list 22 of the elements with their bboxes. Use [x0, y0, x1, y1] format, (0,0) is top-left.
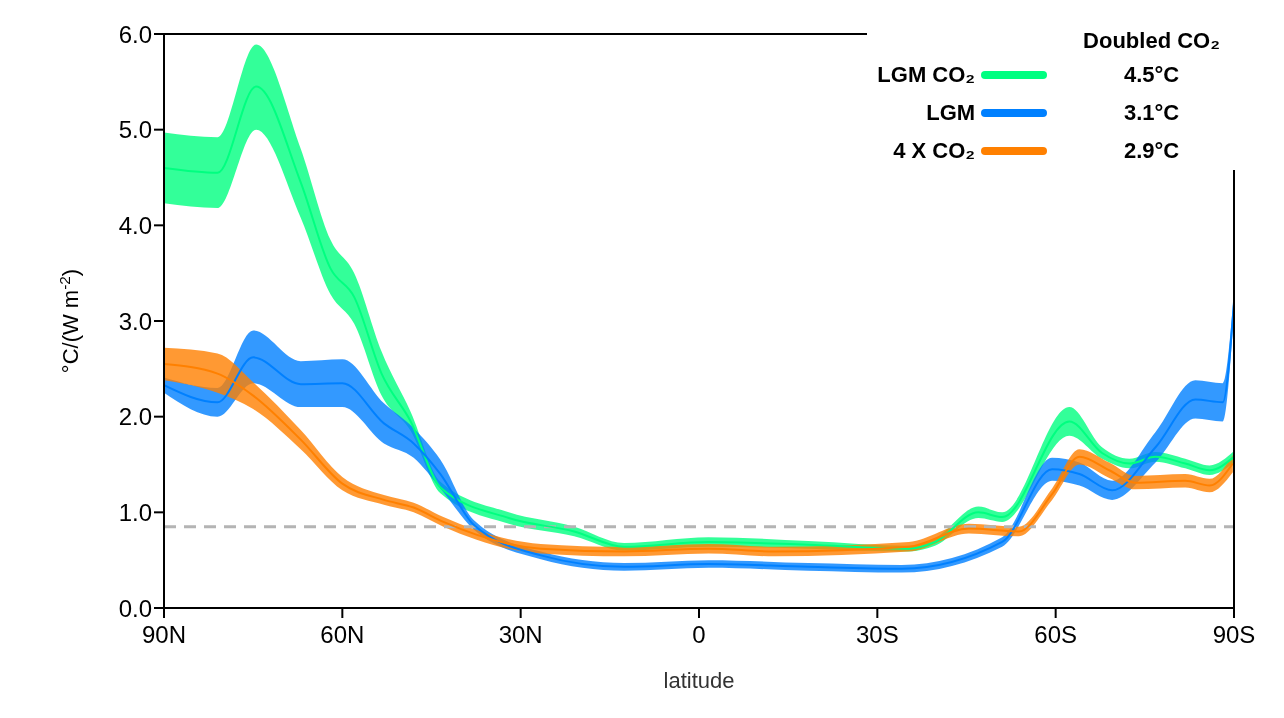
- x-tick-label: 30N: [498, 621, 543, 649]
- annotation: 3.1°C: [1122, 99, 1181, 127]
- y-tick-label: 5.0: [118, 116, 152, 144]
- x-tick-label: 30S: [855, 621, 899, 649]
- x-tick-label: 0: [692, 621, 706, 649]
- y-tick-label: 2.0: [118, 403, 152, 431]
- x-tick-label: 60N: [320, 621, 365, 649]
- y-tick-label: 1.0: [118, 498, 152, 526]
- annotation: 4.5°C: [1122, 61, 1181, 89]
- x-tick-label: 90S: [1212, 621, 1256, 649]
- x-tick-label: 60S: [1034, 621, 1078, 649]
- y-tick-label: 6.0: [118, 20, 152, 48]
- legend-label: LGM: [925, 99, 977, 127]
- y-tick-label: 0.0: [118, 594, 152, 622]
- y-tick-label: 4.0: [118, 211, 152, 239]
- y-tick-label: 3.0: [118, 307, 152, 335]
- x-axis-title: latitude: [663, 668, 735, 693]
- x-tick-label: 90N: [141, 621, 187, 649]
- annotation: 2.9°C: [1122, 137, 1181, 165]
- legend-label: LGM CO₂: [877, 61, 977, 89]
- legend-title: Doubled CO₂: [1082, 27, 1221, 55]
- legend-label: 4 X CO₂: [892, 137, 977, 165]
